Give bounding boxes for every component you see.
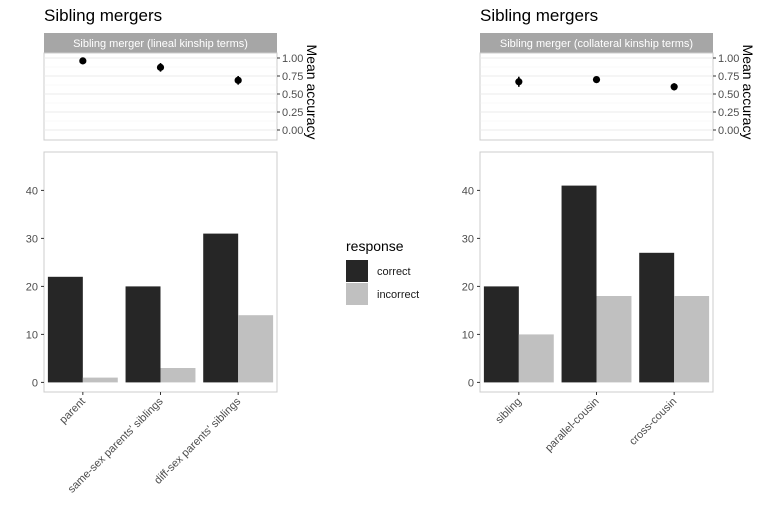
- bar-tick-label: 40: [462, 185, 474, 197]
- bar-tick-label: 0: [32, 377, 38, 389]
- left-accuracy-ylabel: Mean accuracy: [304, 45, 320, 140]
- left-panel: Sibling mergers Sibling merger (lineal k…: [26, 6, 320, 496]
- bar-tick-label: 10: [26, 329, 38, 341]
- accuracy-tick-label: 0.50: [282, 89, 303, 101]
- bar-category-label: diff-sex parents' siblings: [152, 395, 243, 486]
- left-strip-bg: [44, 33, 277, 53]
- accuracy-tick-label: 0.75: [718, 71, 739, 83]
- right-strip-label: Sibling merger (collateral kinship terms…: [500, 38, 693, 50]
- accuracy-tick-label: 0.50: [718, 89, 739, 101]
- bar-tick-label: 20: [462, 281, 474, 293]
- accuracy-tick-label: 0.25: [718, 107, 739, 119]
- left-accuracy-plot: 0.00 0.25 0.50 0.75 1.00: [43, 52, 303, 141]
- legend-swatch-correct: [346, 260, 368, 282]
- accuracy-point: [79, 57, 87, 65]
- bar-category-label: cross-cousin: [627, 396, 679, 448]
- bar-correct: [639, 252, 675, 383]
- bar-correct: [125, 286, 161, 383]
- bar-category-label: parallel-cousin: [543, 396, 602, 455]
- right-panel: Sibling mergers Sibling merger (collater…: [462, 6, 756, 454]
- accuracy-point: [156, 63, 165, 71]
- bar-incorrect: [82, 377, 118, 383]
- left-strip-label: Sibling merger (lineal kinship terms): [73, 38, 248, 50]
- accuracy-point: [234, 76, 242, 84]
- accuracy-tick-label: 1.00: [282, 53, 303, 65]
- bar-category-label: parent: [57, 396, 88, 427]
- accuracy-tick-label: 0.75: [282, 71, 303, 83]
- accuracy-tick-label: 0.25: [282, 107, 303, 119]
- bar-category-label: sibling: [493, 396, 524, 427]
- bar-correct: [47, 276, 83, 383]
- legend-label-correct: correct: [377, 266, 411, 278]
- accuracy-point: [670, 83, 678, 91]
- bar-tick-label: 30: [462, 233, 474, 245]
- accuracy-tick-label: 1.00: [718, 53, 739, 65]
- bar-tick-label: 0: [468, 377, 474, 389]
- bar-incorrect: [238, 315, 274, 383]
- accuracy-panel-bg: [43, 52, 278, 141]
- bar-correct: [561, 185, 597, 383]
- accuracy-point: [515, 78, 523, 86]
- legend: response correct incorrect: [346, 238, 419, 305]
- accuracy-tick-label: 0.00: [718, 125, 739, 137]
- bar-incorrect: [518, 334, 554, 383]
- accuracy-point: [592, 76, 601, 84]
- right-title: Sibling mergers: [480, 6, 598, 25]
- right-bar-plot: 0 10 20 30 40 sibling parallel-cousin cross-cou…: [462, 151, 714, 455]
- bar-tick-label: 30: [26, 233, 38, 245]
- legend-swatch-incorrect: [346, 283, 368, 305]
- legend-title: response: [346, 238, 404, 254]
- bar-correct: [203, 233, 239, 383]
- bar-tick-label: 10: [462, 329, 474, 341]
- bar-incorrect: [674, 296, 710, 383]
- right-strip-bg: [480, 33, 713, 53]
- accuracy-tick-label: 0.00: [282, 125, 303, 137]
- bar-incorrect: [596, 296, 632, 383]
- right-accuracy-ylabel: Mean accuracy: [740, 45, 756, 140]
- bar-tick-label: 20: [26, 281, 38, 293]
- bar-correct: [483, 286, 519, 383]
- legend-label-incorrect: incorrect: [377, 289, 419, 301]
- right-accuracy-plot: 0.00 0.25 0.50 0.75 1.00: [479, 52, 739, 141]
- accuracy-panel-bg: [479, 52, 714, 141]
- bar-tick-label: 40: [26, 185, 38, 197]
- left-title: Sibling mergers: [44, 6, 162, 25]
- bar-incorrect: [160, 368, 196, 383]
